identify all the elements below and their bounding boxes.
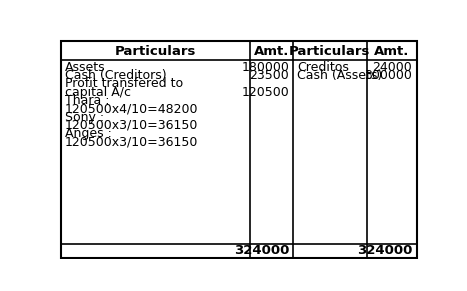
Text: Amt.: Amt. <box>375 45 410 58</box>
Text: Profit transfered to: Profit transfered to <box>65 77 183 91</box>
Text: 324000: 324000 <box>234 244 289 257</box>
Text: Cash (Creditors): Cash (Creditors) <box>65 69 167 82</box>
Text: 120500x3/10=36150: 120500x3/10=36150 <box>65 136 198 148</box>
Text: Particulars: Particulars <box>289 45 370 58</box>
Text: Creditos: Creditos <box>297 61 349 74</box>
Text: 300000: 300000 <box>364 69 412 82</box>
Text: 24000: 24000 <box>373 61 412 74</box>
Text: 180000: 180000 <box>241 61 289 74</box>
Text: Thara :: Thara : <box>65 94 109 107</box>
Text: 120500x3/10=36150: 120500x3/10=36150 <box>65 119 198 132</box>
Text: 324000: 324000 <box>357 244 412 257</box>
Text: 23500: 23500 <box>249 69 289 82</box>
Text: Particulars: Particulars <box>115 45 197 58</box>
Text: Cash (Assets): Cash (Assets) <box>297 69 382 82</box>
Text: Sony :: Sony : <box>65 111 104 124</box>
Text: Anges :: Anges : <box>65 127 112 140</box>
Text: capital A/c: capital A/c <box>65 86 131 99</box>
Text: Assets: Assets <box>65 61 106 74</box>
Text: 120500x4/10=48200: 120500x4/10=48200 <box>65 102 198 115</box>
Text: Amt.: Amt. <box>254 45 289 58</box>
Text: 120500: 120500 <box>241 86 289 99</box>
